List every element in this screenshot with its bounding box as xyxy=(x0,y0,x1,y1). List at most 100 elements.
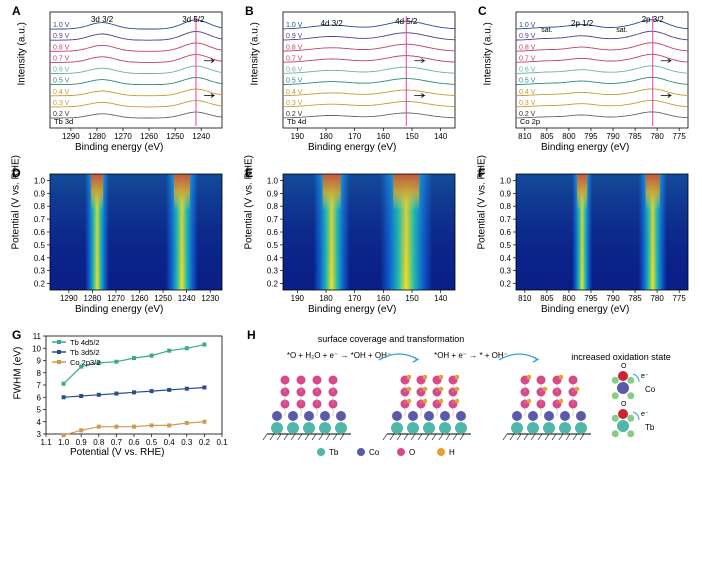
svg-text:1250: 1250 xyxy=(154,294,172,303)
svg-text:0.7: 0.7 xyxy=(34,215,46,224)
svg-text:0.6: 0.6 xyxy=(267,228,279,237)
svg-text:0.4 V: 0.4 V xyxy=(286,89,303,96)
svg-text:1230: 1230 xyxy=(201,294,219,303)
svg-text:10: 10 xyxy=(32,344,41,353)
svg-text:0.1: 0.1 xyxy=(216,438,228,447)
svg-text:775: 775 xyxy=(672,294,686,303)
svg-text:0.9 V: 0.9 V xyxy=(53,33,70,40)
svg-text:0.3: 0.3 xyxy=(181,438,193,447)
svg-text:0.6: 0.6 xyxy=(34,228,46,237)
svg-text:0.2: 0.2 xyxy=(500,280,512,289)
svg-text:0.6 V: 0.6 V xyxy=(286,67,303,74)
svg-text:Co 2p: Co 2p xyxy=(520,117,540,126)
svg-text:0.7 V: 0.7 V xyxy=(519,55,536,62)
svg-text:0.4: 0.4 xyxy=(34,254,46,263)
svg-text:0.9: 0.9 xyxy=(267,189,279,198)
svg-text:0.9: 0.9 xyxy=(500,189,512,198)
svg-text:11: 11 xyxy=(33,332,42,341)
svg-text:805: 805 xyxy=(540,294,554,303)
svg-text:790: 790 xyxy=(606,132,620,141)
svg-text:e⁻: e⁻ xyxy=(641,411,649,418)
svg-text:775: 775 xyxy=(672,132,686,141)
svg-text:0.4 V: 0.4 V xyxy=(519,89,536,96)
svg-text:0.5: 0.5 xyxy=(146,438,158,447)
svg-text:0.8 V: 0.8 V xyxy=(286,44,303,51)
svg-text:0.9 V: 0.9 V xyxy=(286,33,303,40)
svg-text:0.3 V: 0.3 V xyxy=(53,100,70,107)
svg-text:3: 3 xyxy=(37,430,42,439)
svg-text:810: 810 xyxy=(518,132,532,141)
svg-text:0.9: 0.9 xyxy=(34,189,46,198)
svg-text:7: 7 xyxy=(37,381,42,390)
svg-text:sat.: sat. xyxy=(541,27,552,34)
svg-text:0.5 V: 0.5 V xyxy=(53,78,70,85)
svg-text:Tb 4d5/2: Tb 4d5/2 xyxy=(70,338,100,347)
svg-text:0.8: 0.8 xyxy=(34,202,46,211)
svg-text:0.9: 0.9 xyxy=(76,438,88,447)
svg-text:e⁻: e⁻ xyxy=(641,373,649,380)
svg-text:1240: 1240 xyxy=(192,132,210,141)
svg-text:1.0: 1.0 xyxy=(58,438,70,447)
svg-text:O: O xyxy=(409,448,415,457)
svg-text:1260: 1260 xyxy=(131,294,149,303)
svg-text:5: 5 xyxy=(37,406,42,415)
svg-text:0.6 V: 0.6 V xyxy=(519,67,536,74)
svg-text:0.5: 0.5 xyxy=(267,241,279,250)
svg-text:1240: 1240 xyxy=(178,294,196,303)
svg-text:4d 3/2: 4d 3/2 xyxy=(321,19,344,28)
svg-text:2p 3/2: 2p 3/2 xyxy=(642,15,665,24)
svg-text:0.6: 0.6 xyxy=(128,438,140,447)
svg-text:surface coverage and transform: surface coverage and transformation xyxy=(318,334,465,344)
svg-text:Tb 4d: Tb 4d xyxy=(287,117,306,126)
svg-text:0.3: 0.3 xyxy=(34,267,46,276)
svg-text:*O + H₂O + e⁻ → *OH + OH⁻: *O + H₂O + e⁻ → *OH + OH⁻ xyxy=(287,351,391,360)
svg-text:795: 795 xyxy=(584,294,598,303)
svg-text:160: 160 xyxy=(377,132,391,141)
svg-text:0.2: 0.2 xyxy=(267,280,279,289)
svg-text:0.7: 0.7 xyxy=(500,215,512,224)
svg-text:0.8 V: 0.8 V xyxy=(519,44,536,51)
svg-text:O: O xyxy=(621,401,627,408)
svg-text:1.0 V: 1.0 V xyxy=(519,22,536,29)
svg-text:795: 795 xyxy=(584,132,598,141)
svg-text:1250: 1250 xyxy=(166,132,184,141)
svg-text:1.1: 1.1 xyxy=(40,438,52,447)
svg-text:0.4: 0.4 xyxy=(267,254,279,263)
svg-text:0.7: 0.7 xyxy=(267,215,279,224)
svg-text:190: 190 xyxy=(291,294,305,303)
svg-text:3d 3/2: 3d 3/2 xyxy=(91,15,114,24)
svg-text:0.3 V: 0.3 V xyxy=(286,100,303,107)
svg-text:9: 9 xyxy=(37,357,42,366)
svg-text:790: 790 xyxy=(606,294,620,303)
svg-text:Co: Co xyxy=(369,448,380,457)
svg-text:0.5: 0.5 xyxy=(34,241,46,250)
svg-text:0.6: 0.6 xyxy=(500,228,512,237)
svg-text:160: 160 xyxy=(377,294,391,303)
svg-text:Tb 3d5/2: Tb 3d5/2 xyxy=(70,348,100,357)
svg-text:0.7: 0.7 xyxy=(111,438,123,447)
svg-text:increased oxidation state: increased oxidation state xyxy=(571,352,671,362)
svg-text:0.7 V: 0.7 V xyxy=(53,55,70,62)
svg-text:0.6 V: 0.6 V xyxy=(53,67,70,74)
svg-text:3d 5/2: 3d 5/2 xyxy=(182,15,205,24)
svg-text:0.3: 0.3 xyxy=(267,267,279,276)
svg-text:8: 8 xyxy=(37,369,42,378)
svg-text:0.5 V: 0.5 V xyxy=(286,78,303,85)
svg-text:0.9 V: 0.9 V xyxy=(519,33,536,40)
svg-text:4d 5/2: 4d 5/2 xyxy=(395,17,418,26)
svg-text:1.0 V: 1.0 V xyxy=(53,22,70,29)
svg-text:Tb: Tb xyxy=(645,423,655,432)
svg-text:0.5: 0.5 xyxy=(500,241,512,250)
svg-text:O: O xyxy=(621,363,627,370)
svg-text:800: 800 xyxy=(562,294,576,303)
svg-text:0.7 V: 0.7 V xyxy=(286,55,303,62)
svg-text:6: 6 xyxy=(37,393,42,402)
svg-text:Co: Co xyxy=(645,385,656,394)
svg-text:*OH + e⁻ → * + OH⁻: *OH + e⁻ → * + OH⁻ xyxy=(434,351,508,360)
svg-text:0.3: 0.3 xyxy=(500,267,512,276)
svg-text:1.0: 1.0 xyxy=(500,176,512,185)
svg-text:140: 140 xyxy=(434,294,448,303)
svg-text:0.8: 0.8 xyxy=(93,438,105,447)
svg-text:1270: 1270 xyxy=(107,294,125,303)
svg-text:780: 780 xyxy=(650,132,664,141)
